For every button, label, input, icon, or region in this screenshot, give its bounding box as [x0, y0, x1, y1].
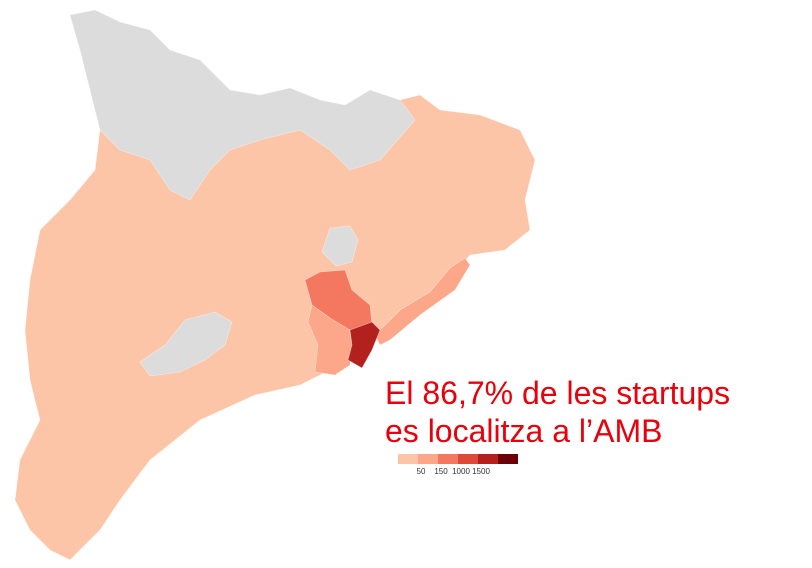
legend-swatch: [438, 454, 458, 464]
region-no-data: [69, 9, 416, 201]
annotation-line: El 86,7% de les startups: [385, 375, 730, 411]
legend: 50 150 1000 1500: [398, 454, 518, 476]
legend-label: 1000: [452, 467, 470, 476]
region-maresme: [374, 257, 471, 346]
legend-label: 50: [417, 467, 426, 476]
region-valles: [304, 269, 373, 331]
region-no-data: [321, 225, 359, 267]
legend-swatch: [398, 454, 418, 464]
annotation-line: es localitza a l’AMB: [385, 413, 662, 449]
legend-label: 1500: [472, 467, 490, 476]
legend-swatch: [498, 454, 518, 464]
legend-label: 150: [434, 467, 448, 476]
catalonia-map: [14, 9, 536, 561]
legend-swatch: [418, 454, 438, 464]
region-barcelona: [347, 321, 381, 369]
legend-swatch: [478, 454, 498, 464]
region-no-data: [139, 311, 233, 377]
legend-swatch: [458, 454, 478, 464]
